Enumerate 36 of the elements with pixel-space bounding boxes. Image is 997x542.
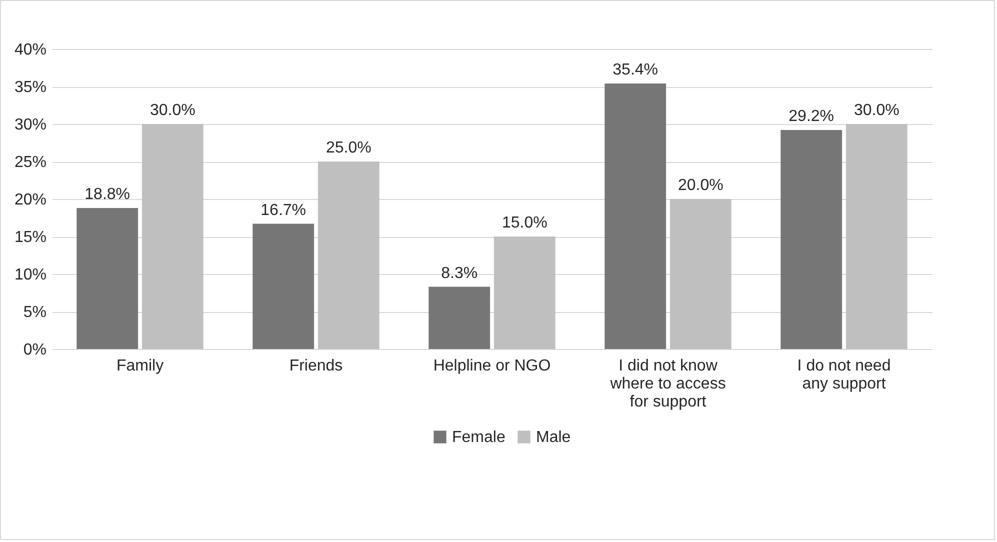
x-tick-label: Family bbox=[116, 358, 164, 374]
bar bbox=[604, 84, 666, 349]
bar bbox=[76, 208, 138, 349]
data-label: 35.4% bbox=[612, 62, 658, 78]
bar bbox=[494, 236, 556, 349]
data-label: 16.7% bbox=[260, 202, 306, 219]
data-label: 25.0% bbox=[326, 140, 372, 156]
x-tick-label: Friends bbox=[289, 358, 343, 374]
bar bbox=[428, 286, 490, 349]
data-label: 30.0% bbox=[150, 102, 196, 119]
bar bbox=[252, 224, 314, 349]
y-tick-label: 25% bbox=[14, 154, 46, 171]
bar bbox=[846, 124, 908, 349]
x-tick-label: Helpline or NGO bbox=[433, 358, 551, 374]
data-label: 29.2% bbox=[788, 108, 834, 125]
data-label: 18.8% bbox=[84, 186, 130, 203]
y-tick-label: 20% bbox=[14, 192, 46, 208]
bar bbox=[318, 162, 380, 349]
y-tick-label: 15% bbox=[14, 229, 46, 246]
y-tick-label: 40% bbox=[14, 42, 46, 58]
data-label: 15.0% bbox=[502, 214, 548, 232]
data-label: 30.0% bbox=[854, 102, 900, 119]
bar bbox=[142, 124, 204, 349]
y-tick-label: 5% bbox=[23, 304, 46, 321]
legend-label: Female bbox=[452, 429, 506, 446]
bar bbox=[670, 199, 732, 349]
y-tick-label: 10% bbox=[14, 266, 46, 284]
bar bbox=[780, 130, 842, 349]
data-label: 8.3% bbox=[441, 264, 478, 282]
y-tick-label: 35% bbox=[14, 79, 46, 96]
y-tick-label: 0% bbox=[23, 342, 46, 358]
y-tick-label: 30% bbox=[14, 116, 46, 134]
data-label: 20.0% bbox=[678, 177, 724, 194]
x-tick-label: I did not know where to access for support bbox=[609, 358, 726, 410]
x-tick-label: I do not need any support bbox=[797, 358, 891, 392]
legend-label: Male bbox=[536, 429, 571, 446]
